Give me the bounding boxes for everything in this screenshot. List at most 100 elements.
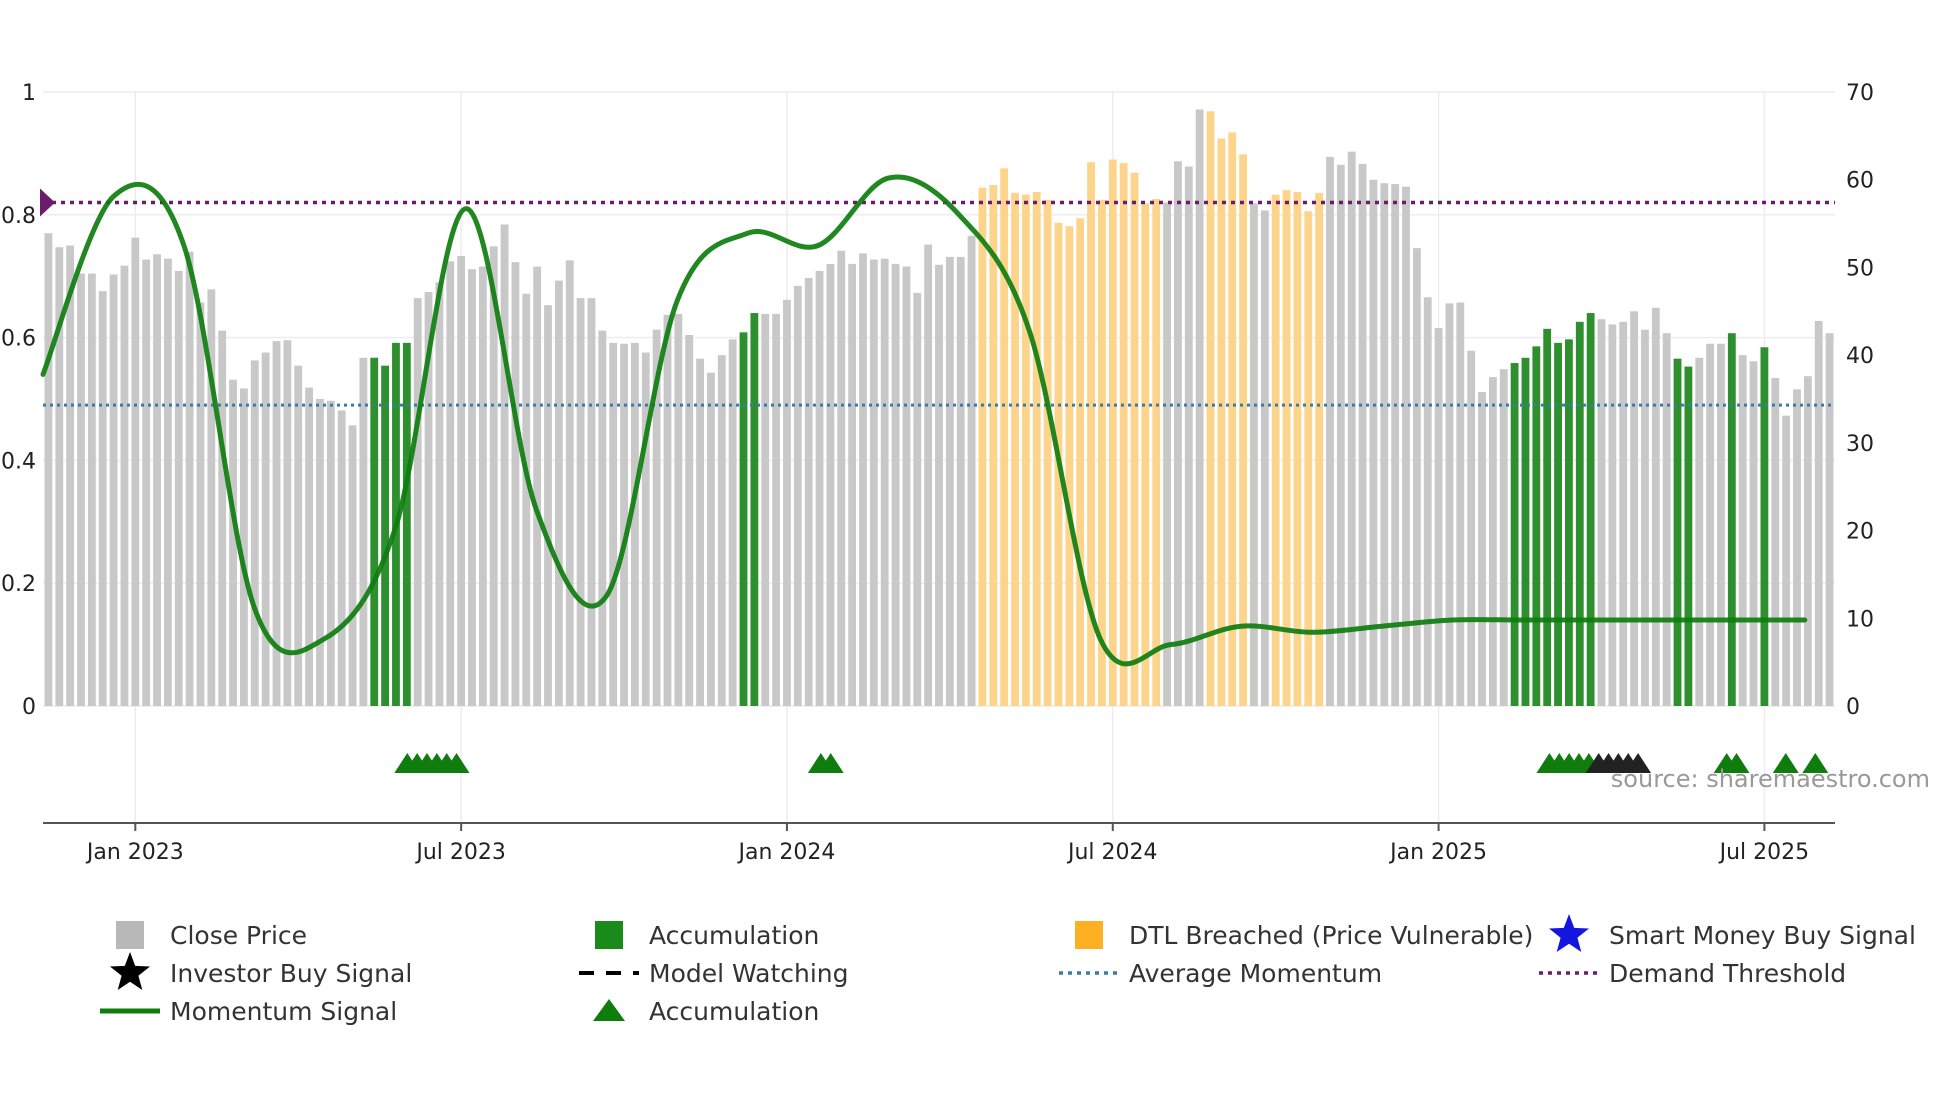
legend-item: DTL Breached (Price Vulnerable): [1075, 921, 1533, 950]
legend-star-icon: [110, 952, 150, 990]
close-price-bars: [44, 109, 1834, 707]
price-bar: [1195, 109, 1204, 707]
price-bar: [1771, 377, 1780, 706]
price-bar: [272, 341, 281, 706]
price-bar: [1282, 190, 1291, 707]
price-bar: [1706, 343, 1715, 706]
price-bar: [902, 266, 911, 706]
price-bar: [1478, 391, 1486, 706]
accumulation-marker: [1723, 753, 1750, 773]
price-bar: [381, 365, 390, 706]
price-bar: [1271, 194, 1280, 706]
price-bar: [370, 357, 379, 706]
price-bar: [924, 244, 933, 706]
price-bar: [1391, 184, 1400, 707]
price-bar: [1043, 199, 1052, 706]
price-bar: [1000, 168, 1009, 706]
price-bar: [1630, 311, 1638, 706]
price-bar: [348, 425, 357, 706]
legend-item: Close Price: [116, 921, 307, 950]
price-bar: [576, 298, 585, 706]
price-bar: [109, 274, 118, 706]
price-bar: [44, 233, 53, 706]
price-bar: [761, 313, 770, 706]
price-bar: [1184, 166, 1193, 706]
legend-label: DTL Breached (Price Vulnerable): [1129, 921, 1533, 950]
x-axis-tick-label: Jul 2024: [1066, 840, 1158, 865]
accumulation-marker: [1772, 753, 1799, 773]
legend-item: Momentum Signal: [100, 997, 397, 1026]
price-bar: [1412, 248, 1421, 706]
legend-swatch-square: [116, 921, 144, 949]
price-bar: [1076, 218, 1085, 706]
demand-threshold-marker: [40, 188, 55, 217]
price-bar: [316, 399, 324, 706]
legend: Close Price Accumulation DTL Breached (Pri…: [100, 914, 1916, 1026]
price-bar: [77, 273, 85, 706]
price-bar: [229, 379, 237, 706]
price-bar: [500, 224, 509, 706]
accumulation-marker: [817, 753, 844, 773]
price-bar: [446, 261, 455, 706]
price-bar: [413, 298, 422, 706]
x-axis-tick-label: Jan 2025: [1388, 840, 1487, 865]
legend-item: Accumulation: [593, 997, 819, 1026]
price-bar: [685, 334, 694, 706]
price-bar: [359, 357, 368, 706]
price-bar: [772, 313, 780, 706]
price-bar: [1782, 415, 1791, 706]
price-bar: [1065, 226, 1074, 706]
price-bar: [1119, 163, 1128, 707]
legend-label: Investor Buy Signal: [170, 959, 412, 988]
price-bar: [1021, 194, 1030, 706]
price-bar: [565, 260, 574, 706]
price-bar: [1586, 313, 1595, 706]
price-bar: [142, 259, 151, 706]
price-bar: [1402, 186, 1410, 707]
price-bar: [185, 251, 194, 706]
price-bar: [717, 355, 726, 706]
left-axis-tick-label: 0.2: [1, 572, 36, 597]
price-bar: [554, 280, 563, 706]
price-bar: [1543, 328, 1552, 706]
price-bar: [1445, 303, 1454, 706]
price-bar: [1369, 179, 1378, 706]
legend-item: Smart Money Buy Signal: [1549, 914, 1916, 952]
legend-item: Demand Threshold: [1539, 959, 1846, 988]
price-bar: [837, 250, 846, 706]
price-bar: [98, 291, 107, 706]
right-axis-tick-label: 30: [1846, 432, 1874, 457]
price-bar: [1532, 346, 1541, 706]
price-bar: [522, 293, 531, 706]
legend-label: Demand Threshold: [1609, 959, 1846, 988]
price-bar: [880, 258, 889, 706]
legend-star-icon: [1549, 914, 1589, 952]
legend-item: Investor Buy Signal: [110, 952, 412, 990]
price-bar: [967, 235, 976, 706]
price-bar: [1738, 355, 1747, 706]
price-bar: [1565, 339, 1573, 706]
price-bar: [55, 247, 64, 706]
price-bar: [1293, 191, 1302, 707]
price-bar: [218, 330, 227, 706]
price-bar: [1326, 156, 1334, 706]
right-axis-tick-label: 70: [1846, 81, 1874, 106]
price-bar: [1684, 366, 1693, 706]
price-bar: [1423, 297, 1432, 706]
investor-buy-marker: [1625, 753, 1652, 773]
price-bar: [1163, 202, 1171, 706]
price-bar: [1336, 164, 1345, 707]
price-bar: [1510, 363, 1519, 706]
price-bar: [1641, 329, 1649, 706]
price-bar: [1228, 132, 1237, 707]
signal-markers: [394, 753, 1829, 773]
price-bar: [131, 237, 140, 707]
price-bar: [783, 299, 791, 706]
legend-swatch-square: [595, 921, 623, 949]
price-bar: [294, 365, 303, 706]
right-axis-tick-label: 40: [1846, 344, 1874, 369]
price-bar: [207, 289, 216, 706]
price-bar: [989, 184, 998, 707]
momentum-signal-curve: [40, 174, 1808, 667]
